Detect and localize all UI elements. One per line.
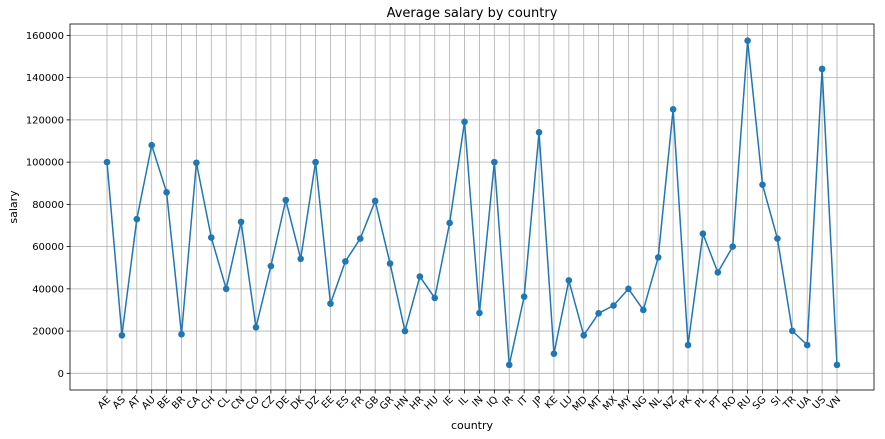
data-point	[491, 158, 498, 166]
series-line	[106, 39, 838, 366]
data-point	[774, 235, 781, 242]
data-point	[401, 327, 409, 335]
y-tick-label: 120000	[26, 115, 64, 126]
data-point	[759, 181, 766, 189]
y-tick-label: 40000	[32, 284, 64, 295]
data-point	[833, 361, 841, 369]
data-point	[684, 341, 692, 349]
data-point	[714, 269, 722, 276]
x-tick-label: IN	[470, 394, 485, 409]
data-point	[222, 285, 230, 293]
data-point	[252, 323, 260, 331]
data-point	[327, 300, 334, 307]
x-tick-label: IE	[441, 394, 455, 408]
data-point	[193, 159, 200, 167]
data-point	[267, 262, 275, 270]
y-tick-label: 100000	[26, 158, 64, 169]
data-point	[163, 189, 170, 196]
plot-frame	[69, 23, 875, 391]
x-axis-label: country	[451, 419, 494, 432]
x-tick-label: VN	[825, 394, 843, 412]
y-tick-label: 80000	[32, 200, 64, 211]
x-tick-label: IQ	[485, 394, 501, 410]
data-point	[282, 196, 290, 204]
data-point	[178, 330, 185, 338]
data-point	[371, 197, 379, 205]
data-point	[654, 254, 662, 261]
data-point	[356, 235, 364, 242]
data-point	[803, 341, 811, 349]
y-axis: 0 20000 40000 60000 80000 100000 120000 140000 1…	[26, 31, 70, 380]
x-tick-label: IL	[457, 394, 471, 408]
y-tick-label: 140000	[26, 73, 64, 84]
data-point	[461, 118, 468, 126]
data-point	[625, 285, 632, 293]
y-tick-label: 60000	[32, 242, 64, 253]
data-point	[431, 294, 439, 302]
x-tick-label: HU	[423, 394, 441, 412]
data-point	[550, 350, 558, 357]
data-point	[520, 293, 528, 300]
data-point	[103, 158, 111, 166]
data-point	[386, 260, 394, 267]
grid-lines	[70, 24, 874, 390]
x-tick-label: IR	[501, 394, 516, 409]
data-point	[297, 255, 304, 263]
data-point	[729, 243, 737, 250]
series-layer	[103, 37, 841, 369]
data-point	[416, 273, 424, 280]
data-point	[640, 306, 647, 314]
data-point	[744, 37, 751, 44]
y-tick-label: 20000	[32, 327, 64, 338]
data-point	[237, 218, 245, 226]
data-point	[595, 310, 602, 317]
data-point	[312, 158, 319, 166]
data-point	[669, 106, 677, 113]
x-tick-label: SI	[769, 394, 783, 408]
data-point	[789, 327, 796, 335]
y-tick-label: 0	[58, 369, 64, 380]
data-point	[610, 302, 617, 309]
y-tick-label: 160000	[26, 31, 64, 42]
x-tick-label: IT	[516, 394, 531, 409]
x-axis: AEASATAUBEBRCACHCLCNCOCZDEDKDZEEESFRGBGR…	[96, 390, 843, 414]
data-point	[818, 65, 826, 73]
x-tick-label: JP	[530, 394, 545, 409]
data-point	[699, 230, 707, 238]
data-point	[580, 332, 588, 339]
x-tick-label: PL	[693, 394, 709, 410]
data-point	[505, 361, 513, 369]
data-point	[133, 215, 141, 223]
data-point	[476, 309, 483, 317]
data-point	[342, 258, 349, 265]
data-point	[446, 219, 453, 227]
chart-title: Average salary by country	[387, 6, 558, 21]
data-point	[118, 332, 126, 339]
y-axis-label: salary	[7, 190, 20, 224]
data-point	[207, 234, 215, 241]
data-point	[148, 141, 155, 149]
data-point	[535, 129, 543, 136]
x-tick-label: SG	[751, 394, 769, 412]
data-point	[565, 277, 573, 284]
